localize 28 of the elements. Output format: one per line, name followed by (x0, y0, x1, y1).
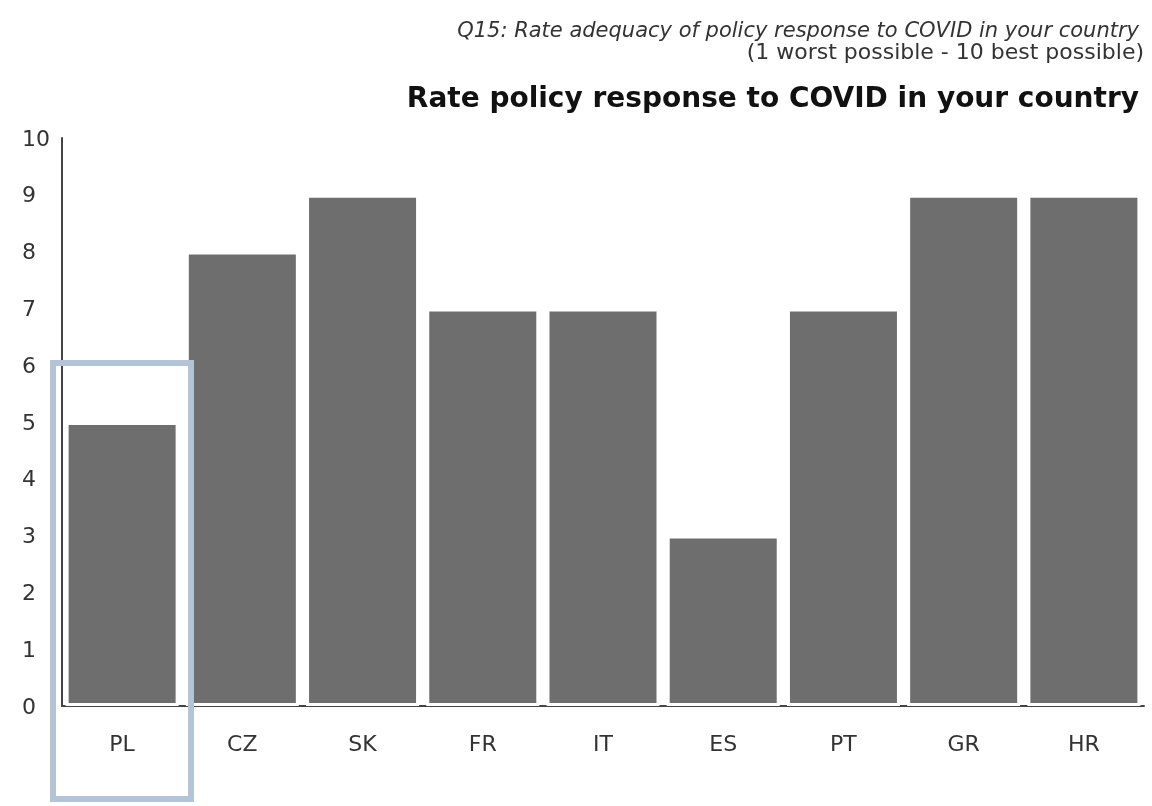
x-tick-label: PL (109, 730, 136, 756)
x-tick-label: SK (348, 730, 378, 756)
bar (546, 308, 660, 706)
x-tick-label: PT (830, 730, 858, 756)
y-tick-label: 6 (22, 352, 36, 378)
y-tick-label: 10 (22, 125, 50, 151)
y-tick-label: 7 (22, 295, 36, 321)
x-tick-label: IT (593, 730, 614, 756)
bar (306, 194, 420, 706)
x-tick-label: FR (468, 730, 497, 756)
bar (426, 308, 540, 706)
y-tick-label: 5 (22, 409, 36, 435)
chart-title: Rate policy response to COVID in your country (406, 80, 1139, 114)
y-tick-label: 8 (22, 239, 36, 265)
x-tick-label: HR (1067, 730, 1100, 756)
y-tick-label: 9 (22, 182, 36, 208)
y-tick-label: 0 (22, 693, 36, 719)
bar (907, 194, 1021, 706)
x-tick-label: ES (709, 730, 738, 756)
y-tick-label: 4 (22, 466, 36, 492)
y-tick-label: 1 (22, 636, 36, 662)
bar (786, 308, 900, 706)
bar (1027, 194, 1141, 706)
y-tick-label: 3 (22, 523, 36, 549)
y-tick-label: 2 (22, 579, 36, 605)
x-tick-label: CZ (227, 730, 258, 756)
bar (666, 535, 780, 706)
x-tick-label: GR (947, 730, 980, 756)
